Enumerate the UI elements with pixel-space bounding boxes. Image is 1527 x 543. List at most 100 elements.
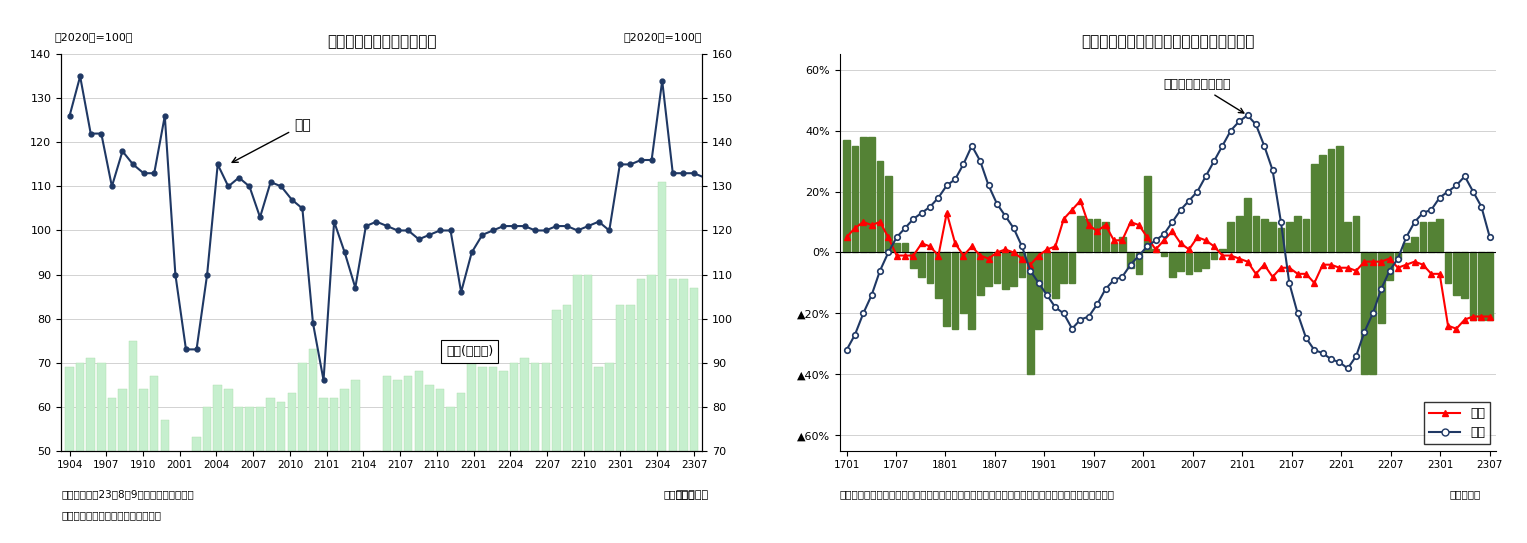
Bar [605,363,614,543]
Bar [1136,252,1142,274]
Bar [235,407,243,543]
Bar [1177,252,1183,271]
Bar [1144,176,1151,252]
Bar [1153,249,1159,252]
Bar [1086,219,1092,252]
Bar [1052,252,1058,298]
Bar [1420,222,1426,252]
Bar [968,252,976,329]
Text: （2020年=100）: （2020年=100） [55,33,133,42]
Bar [1336,146,1342,252]
Bar [287,394,296,543]
Bar [918,252,925,277]
Bar [160,420,169,543]
Bar [1043,252,1051,292]
Bar [1252,216,1260,252]
Bar [927,252,933,283]
Bar [542,363,550,543]
Bar [583,275,592,543]
Bar [1077,216,1084,252]
Bar [182,482,191,543]
Bar [1478,252,1484,320]
Bar [1370,252,1376,375]
Bar [1245,198,1251,252]
Bar [615,305,625,543]
Bar [669,279,676,543]
Bar [224,389,232,543]
Bar [594,367,603,543]
Text: （注）出荷・在庫バランス＝出荷・前年比－在庫・前年比　　（資料）経済産業省「鉱工業指数」: （注）出荷・在庫バランス＝出荷・前年比－在庫・前年比 （資料）経済産業省「鉱工業… [840,489,1115,498]
Bar [87,358,95,543]
Bar [886,176,892,252]
Bar [171,473,180,543]
Bar [1261,219,1267,252]
Text: （注）生産の23年8、9月は予測指数で延長: （注）生産の23年8、9月は予測指数で延長 [61,489,194,498]
Bar [467,363,476,543]
Bar [1093,219,1101,252]
Bar [383,376,391,543]
Bar [351,380,359,543]
Title: 電子部品・デバイスの出荷・在庫バランス: 電子部品・デバイスの出荷・在庫バランス [1081,34,1255,49]
Bar [531,363,539,543]
Bar [1219,249,1226,252]
Bar [1403,243,1409,252]
Bar [876,161,883,252]
Bar [521,358,528,543]
Bar [1461,252,1467,298]
Bar [1353,216,1359,252]
Bar [298,363,307,543]
Bar [994,252,1000,283]
Bar [935,252,942,298]
Bar [1344,222,1351,252]
Bar [330,398,339,543]
Bar [626,305,635,543]
Bar [510,363,518,543]
Bar [1202,252,1209,268]
Bar [1019,252,1025,277]
Bar [319,398,328,543]
Bar [553,310,560,543]
Bar [394,380,402,543]
Text: （年・月）: （年・月） [664,489,695,498]
Bar [1303,219,1309,252]
Bar [1411,237,1419,252]
Bar [457,394,466,543]
Bar [860,137,867,252]
Bar [680,279,687,543]
Title: 輸送機械の生産、在庫動向: 輸送機械の生産、在庫動向 [327,34,437,49]
Bar [1235,216,1243,252]
Text: （資料）経済産業省「鉱工業指数」: （資料）経済産業省「鉱工業指数」 [61,510,160,520]
Bar [1387,252,1393,280]
Bar [690,288,698,543]
Bar [107,398,116,543]
Bar [1194,252,1200,271]
Bar [1127,252,1135,268]
Bar [977,252,983,295]
Bar [98,363,105,543]
Bar [1102,222,1109,252]
Bar [362,539,370,543]
Bar [1286,222,1293,252]
Bar [869,137,875,252]
Bar [446,407,455,543]
Bar [563,305,571,543]
Bar [499,371,507,543]
Bar [1002,252,1009,289]
Bar [1486,252,1493,320]
Bar [1295,216,1301,252]
Bar [1278,228,1284,252]
Bar [1319,155,1325,252]
Bar [1119,237,1125,252]
Bar [1028,252,1034,375]
Bar [257,407,264,543]
Bar [910,252,916,268]
Legend: 出荷, 在庫: 出荷, 在庫 [1425,402,1490,444]
Bar [266,398,275,543]
Bar [852,146,858,252]
Bar [1312,164,1318,252]
Bar [1469,252,1477,320]
Bar [214,384,221,543]
Bar [1377,252,1385,323]
Bar [1060,252,1067,283]
Bar [1110,243,1118,252]
